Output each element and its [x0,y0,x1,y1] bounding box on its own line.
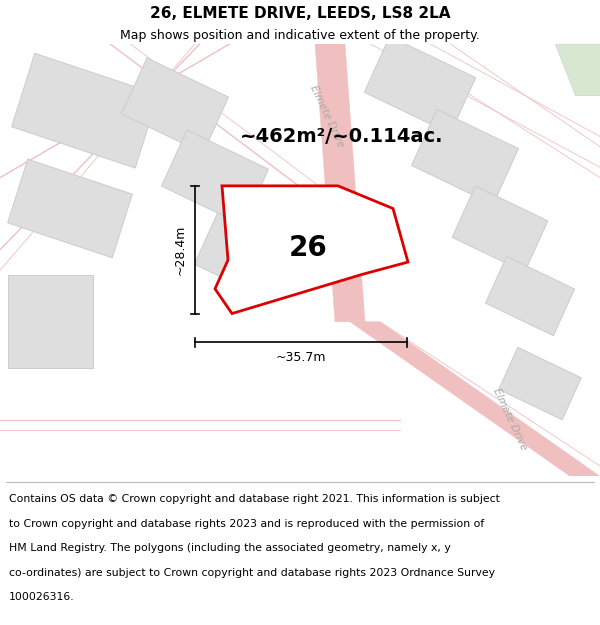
Bar [11,53,158,168]
Text: ~28.4m: ~28.4m [174,224,187,275]
Text: to Crown copyright and database rights 2023 and is reproduced with the permissio: to Crown copyright and database rights 2… [9,519,484,529]
Text: 26: 26 [289,234,328,262]
Polygon shape [215,186,408,314]
Polygon shape [555,44,600,95]
Text: HM Land Registry. The polygons (including the associated geometry, namely x, y: HM Land Registry. The polygons (includin… [9,543,451,553]
Bar [161,130,268,225]
Bar [122,58,229,153]
Text: 26, ELMETE DRIVE, LEEDS, LS8 2LA: 26, ELMETE DRIVE, LEEDS, LS8 2LA [150,6,450,21]
Bar [364,36,476,134]
Text: ~462m²/~0.114ac.: ~462m²/~0.114ac. [240,127,443,146]
Polygon shape [315,44,365,322]
Bar [452,186,548,272]
Text: co-ordinates) are subject to Crown copyright and database rights 2023 Ordnance S: co-ordinates) are subject to Crown copyr… [9,568,495,578]
Bar [499,348,581,420]
Text: Elmete Drive: Elmete Drive [308,83,346,148]
Text: Map shows position and indicative extent of the property.: Map shows position and indicative extent… [120,29,480,42]
Bar [412,109,518,204]
Text: Contains OS data © Crown copyright and database right 2021. This information is : Contains OS data © Crown copyright and d… [9,494,500,504]
Bar [8,159,133,258]
Bar [194,213,286,297]
Text: ~35.7m: ~35.7m [276,351,326,364]
Bar [485,256,575,336]
Polygon shape [350,322,600,476]
Text: Elmete Drive: Elmete Drive [491,387,529,452]
Bar [7,276,92,368]
Text: 100026316.: 100026316. [9,592,74,602]
